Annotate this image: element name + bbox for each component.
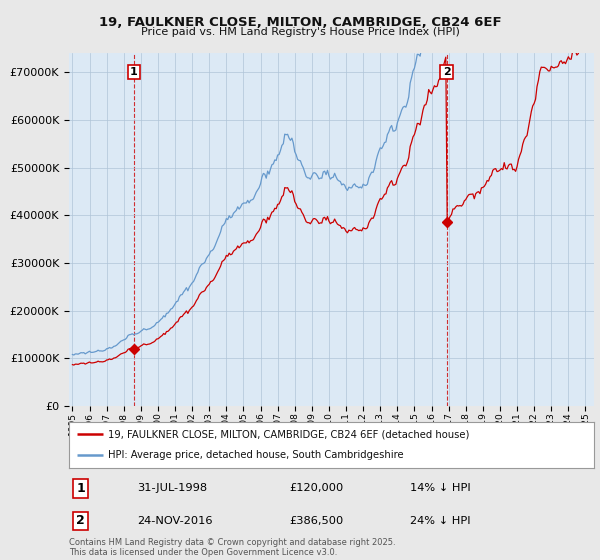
Text: 1: 1 bbox=[130, 67, 137, 77]
Text: 14% ↓ HPI: 14% ↓ HPI bbox=[410, 483, 471, 493]
Text: 19, FAULKNER CLOSE, MILTON, CAMBRIDGE, CB24 6EF: 19, FAULKNER CLOSE, MILTON, CAMBRIDGE, C… bbox=[98, 16, 502, 29]
Text: 24% ↓ HPI: 24% ↓ HPI bbox=[410, 516, 471, 526]
Text: 24-NOV-2016: 24-NOV-2016 bbox=[137, 516, 213, 526]
Text: 31-JUL-1998: 31-JUL-1998 bbox=[137, 483, 208, 493]
Text: 2: 2 bbox=[443, 67, 451, 77]
Text: 19, FAULKNER CLOSE, MILTON, CAMBRIDGE, CB24 6EF (detached house): 19, FAULKNER CLOSE, MILTON, CAMBRIDGE, C… bbox=[109, 429, 470, 439]
Text: Price paid vs. HM Land Registry's House Price Index (HPI): Price paid vs. HM Land Registry's House … bbox=[140, 27, 460, 38]
Text: 2: 2 bbox=[76, 514, 85, 528]
Text: £386,500: £386,500 bbox=[290, 516, 344, 526]
Text: £120,000: £120,000 bbox=[290, 483, 344, 493]
Text: 1: 1 bbox=[76, 482, 85, 495]
Text: Contains HM Land Registry data © Crown copyright and database right 2025.
This d: Contains HM Land Registry data © Crown c… bbox=[69, 538, 395, 557]
Text: HPI: Average price, detached house, South Cambridgeshire: HPI: Average price, detached house, Sout… bbox=[109, 450, 404, 460]
